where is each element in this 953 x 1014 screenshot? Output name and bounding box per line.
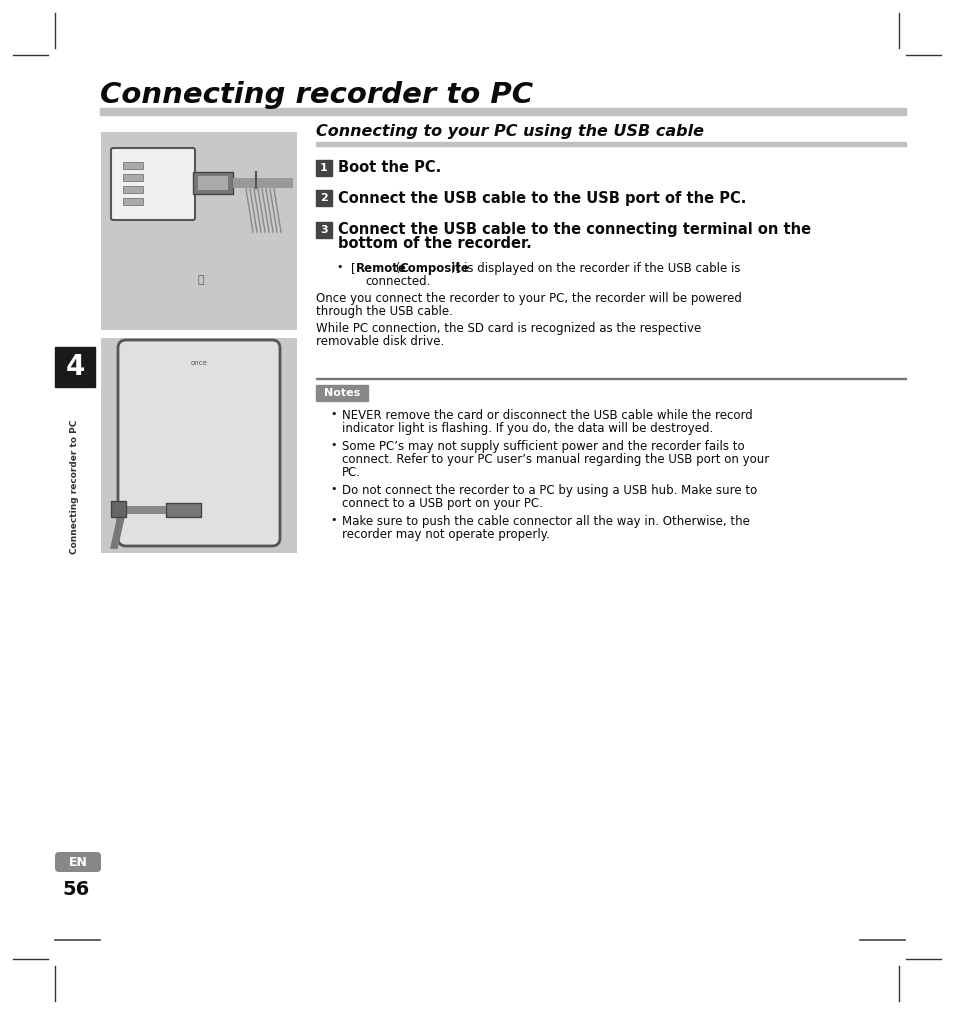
Text: Do not connect the recorder to a PC by using a USB hub. Make sure to: Do not connect the recorder to a PC by u…: [341, 484, 757, 497]
Text: PC.: PC.: [341, 466, 360, 479]
Text: through the USB cable.: through the USB cable.: [315, 305, 453, 318]
FancyBboxPatch shape: [118, 340, 280, 546]
Text: NEVER remove the card or disconnect the USB cable while the record: NEVER remove the card or disconnect the …: [341, 409, 752, 422]
Text: •: •: [330, 440, 336, 450]
Text: 1: 1: [320, 163, 328, 173]
Bar: [315, 160, 332, 176]
Text: bottom of the recorder.: bottom of the recorder.: [337, 236, 531, 251]
Text: •: •: [330, 484, 336, 494]
Text: once: once: [191, 360, 207, 366]
Bar: [315, 385, 368, 401]
Bar: [233, 178, 293, 188]
Bar: [101, 338, 296, 553]
Text: (: (: [392, 262, 400, 275]
Text: Notes: Notes: [323, 388, 359, 399]
Bar: [193, 172, 233, 194]
Text: recorder may not operate properly.: recorder may not operate properly.: [341, 528, 549, 541]
Text: Connect the USB cable to the connecting terminal on the: Connect the USB cable to the connecting …: [337, 222, 810, 237]
Bar: [101, 132, 296, 330]
Text: )] is displayed on the recorder if the USB cable is: )] is displayed on the recorder if the U…: [451, 262, 740, 275]
Text: While PC connection, the SD card is recognized as the respective: While PC connection, the SD card is reco…: [315, 322, 700, 335]
Bar: [123, 186, 143, 193]
Bar: [166, 503, 201, 517]
Text: removable disk drive.: removable disk drive.: [315, 335, 444, 348]
Bar: [123, 174, 143, 182]
Bar: [100, 108, 905, 115]
Text: Connecting recorder to PC: Connecting recorder to PC: [71, 420, 79, 555]
Bar: [315, 190, 332, 206]
Text: connect. Refer to your PC user’s manual regarding the USB port on your: connect. Refer to your PC user’s manual …: [341, 453, 768, 466]
Text: •: •: [330, 515, 336, 525]
FancyBboxPatch shape: [55, 852, 101, 872]
Bar: [315, 222, 332, 238]
Text: Remote: Remote: [355, 262, 406, 275]
Text: Connecting recorder to PC: Connecting recorder to PC: [100, 81, 533, 108]
Text: EN: EN: [69, 856, 88, 869]
Bar: [198, 176, 228, 190]
Text: connected.: connected.: [365, 275, 430, 288]
Bar: [111, 501, 126, 517]
Bar: [123, 198, 143, 205]
Text: 3: 3: [320, 225, 328, 235]
Text: indicator light is flashing. If you do, the data will be destroyed.: indicator light is flashing. If you do, …: [341, 422, 713, 435]
Text: Connect the USB cable to the USB port of the PC.: Connect the USB cable to the USB port of…: [337, 191, 745, 206]
Text: 56: 56: [62, 880, 90, 899]
Text: Make sure to push the cable connector all the way in. Otherwise, the: Make sure to push the cable connector al…: [341, 515, 749, 528]
Text: Once you connect the recorder to your PC, the recorder will be powered: Once you connect the recorder to your PC…: [315, 292, 741, 305]
Bar: [123, 162, 143, 169]
FancyBboxPatch shape: [111, 148, 194, 220]
Text: •: •: [335, 262, 342, 272]
Text: ⭘: ⭘: [197, 275, 204, 285]
Text: •: •: [330, 409, 336, 419]
Text: Boot the PC.: Boot the PC.: [337, 160, 441, 175]
Text: [: [: [351, 262, 355, 275]
Bar: [55, 347, 95, 387]
Text: Some PC’s may not supply sufficient power and the recorder fails to: Some PC’s may not supply sufficient powe…: [341, 440, 744, 453]
Text: connect to a USB port on your PC.: connect to a USB port on your PC.: [341, 497, 542, 510]
Text: Connecting to your PC using the USB cable: Connecting to your PC using the USB cabl…: [315, 124, 703, 139]
Text: 4: 4: [65, 353, 85, 381]
Text: Composite: Composite: [398, 262, 468, 275]
Text: 2: 2: [320, 193, 328, 203]
Bar: [121, 506, 166, 514]
Bar: [315, 142, 905, 146]
